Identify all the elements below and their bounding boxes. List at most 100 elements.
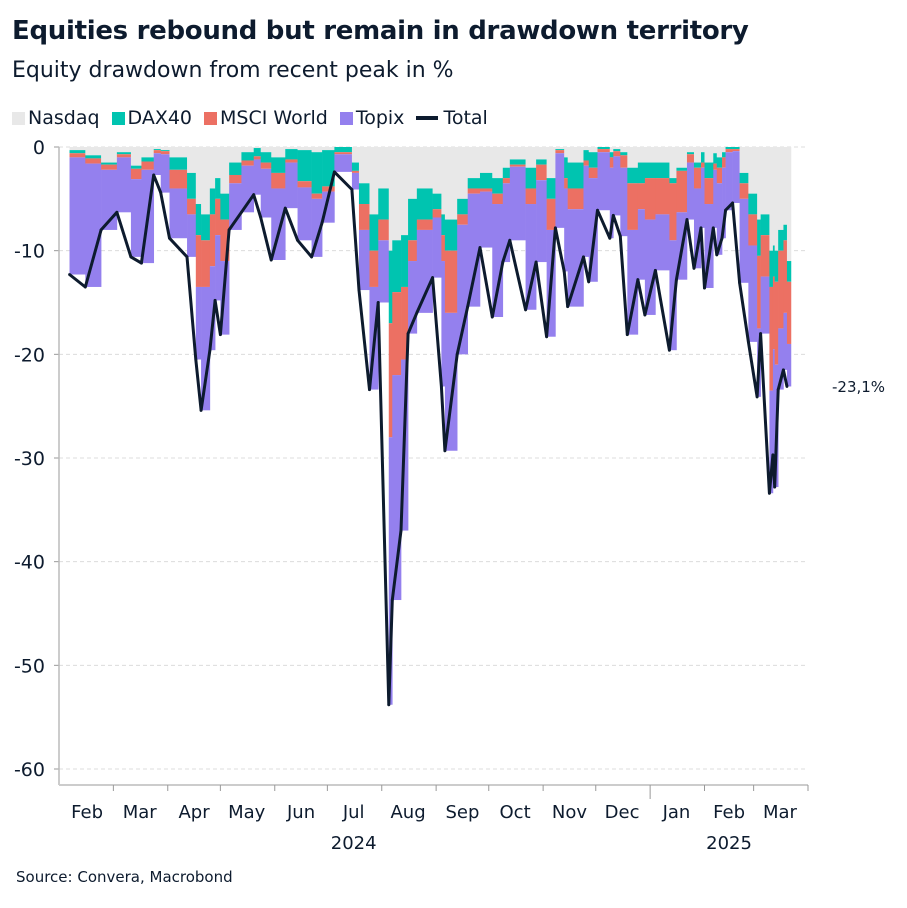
bar-msci-world bbox=[85, 158, 102, 164]
y-tick-label: -10 bbox=[14, 241, 45, 263]
bar-nasdaq bbox=[739, 147, 749, 173]
bar-msci-world bbox=[655, 178, 670, 215]
bar-nasdaq bbox=[369, 147, 379, 215]
bar-msci-world bbox=[69, 153, 86, 158]
total-point bbox=[350, 188, 354, 191]
total-point bbox=[703, 286, 706, 290]
bar-msci-world bbox=[416, 219, 433, 230]
y-tick-label: 0 bbox=[33, 137, 45, 159]
bar-dax40 bbox=[725, 147, 733, 150]
bar-nasdaq bbox=[644, 147, 656, 163]
legend-item-nasdaq: Nasdaq bbox=[12, 107, 100, 129]
bar-nasdaq bbox=[555, 147, 565, 150]
bar-dax40 bbox=[783, 224, 788, 241]
bar-dax40 bbox=[609, 152, 614, 158]
bar-dax40 bbox=[525, 167, 537, 189]
chart-subtitle: Equity drawdown from recent peak in % bbox=[12, 58, 454, 83]
legend-item-msci-world: MSCI World bbox=[204, 107, 328, 129]
total-point bbox=[715, 253, 719, 257]
bar-dax40 bbox=[297, 150, 312, 182]
bar-topix bbox=[408, 261, 418, 334]
bar-topix bbox=[169, 188, 188, 239]
bar-msci-world bbox=[334, 152, 353, 155]
total-point bbox=[259, 216, 263, 219]
bar-topix bbox=[85, 163, 102, 287]
bar-topix bbox=[536, 180, 547, 263]
bar-dax40 bbox=[583, 150, 590, 161]
bar-topix bbox=[130, 179, 142, 257]
bar-topix bbox=[187, 214, 197, 257]
total-point bbox=[159, 191, 163, 195]
bar-dax40 bbox=[669, 178, 677, 184]
bar-msci-world bbox=[769, 286, 774, 391]
bar-nasdaq bbox=[525, 147, 537, 168]
bar-nasdaq bbox=[627, 147, 639, 168]
bar-topix bbox=[467, 193, 481, 307]
bar-dax40 bbox=[388, 250, 393, 324]
bar-nasdaq bbox=[260, 147, 272, 153]
total-point bbox=[376, 301, 380, 304]
total-point bbox=[738, 281, 741, 285]
bar-dax40 bbox=[555, 149, 565, 151]
stacked-areas bbox=[69, 147, 792, 705]
legend-label: Nasdaq bbox=[28, 107, 100, 129]
bar-nasdaq bbox=[187, 147, 197, 173]
bar-topix bbox=[725, 152, 733, 211]
bar-msci-world bbox=[153, 150, 162, 154]
bar-nasdaq bbox=[444, 147, 458, 220]
total-point bbox=[724, 208, 727, 212]
total-point bbox=[252, 193, 256, 197]
bar-dax40 bbox=[774, 250, 779, 282]
bar-msci-world bbox=[555, 150, 565, 154]
total-point bbox=[720, 236, 724, 240]
bar-dax40 bbox=[195, 204, 202, 236]
total-point bbox=[675, 278, 678, 282]
bar-msci-world bbox=[597, 149, 611, 153]
total-point bbox=[545, 335, 549, 339]
bar-dax40 bbox=[369, 214, 379, 251]
bar-topix bbox=[416, 229, 433, 313]
bar-nasdaq bbox=[378, 147, 390, 189]
bar-topix bbox=[613, 156, 621, 216]
total-point bbox=[83, 285, 87, 289]
bar-nasdaq bbox=[676, 147, 688, 168]
bar-msci-world bbox=[492, 193, 504, 205]
bar-msci-world bbox=[187, 198, 197, 215]
bar-nasdaq bbox=[748, 147, 758, 194]
axes: 0 -10 -20 -30 -40 -50 -60 Feb Mar Apr May Jun Jul Aug… bbox=[14, 137, 809, 854]
bar-dax40 bbox=[101, 162, 118, 165]
legend: Nasdaq DAX40 MSCI World Topix Total bbox=[12, 107, 494, 129]
bar-dax40 bbox=[271, 157, 286, 173]
bar-topix bbox=[739, 198, 749, 283]
total-point bbox=[587, 280, 591, 284]
bar-msci-world bbox=[220, 219, 230, 262]
x-year-label: 2025 bbox=[706, 833, 752, 854]
bar-dax40 bbox=[253, 148, 262, 157]
bar-msci-world bbox=[786, 281, 792, 344]
bar-dax40 bbox=[441, 214, 446, 236]
bar-dax40 bbox=[597, 147, 611, 150]
bar-nasdaq bbox=[101, 147, 118, 163]
bar-msci-world bbox=[241, 160, 255, 166]
bar-msci-world bbox=[716, 167, 723, 184]
bar-topix bbox=[392, 375, 402, 601]
total-point bbox=[208, 348, 212, 352]
bar-topix bbox=[713, 169, 718, 228]
bar-topix bbox=[555, 153, 565, 228]
total-point bbox=[746, 340, 750, 344]
bar-topix bbox=[457, 224, 469, 355]
bar-nasdaq bbox=[141, 147, 155, 158]
bar-topix bbox=[686, 162, 695, 220]
bar-nasdaq bbox=[704, 147, 714, 163]
bar-msci-world bbox=[567, 188, 584, 210]
bar-nasdaq bbox=[441, 147, 446, 215]
x-year-label: 2024 bbox=[331, 833, 377, 854]
bar-msci-world bbox=[760, 235, 770, 277]
total-point bbox=[692, 266, 696, 270]
bar-msci-world bbox=[351, 170, 360, 173]
bar-dax40 bbox=[432, 193, 442, 210]
bar-dax40 bbox=[739, 172, 749, 184]
bar-msci-world bbox=[701, 162, 705, 168]
total-point bbox=[643, 313, 647, 317]
bar-nasdaq bbox=[285, 147, 298, 150]
